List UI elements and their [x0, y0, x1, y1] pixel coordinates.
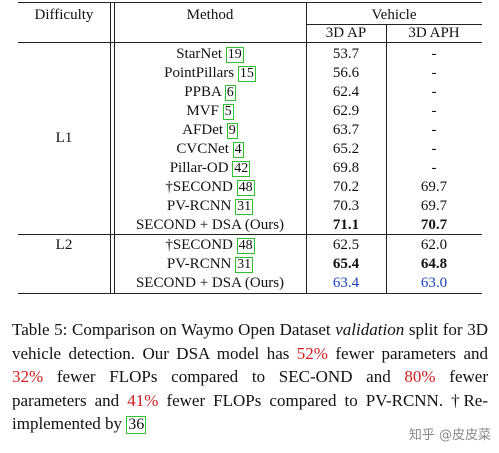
- method-name: †SECOND: [165, 179, 233, 195]
- caption-highlight: 80%: [404, 367, 436, 386]
- citation-link[interactable]: 5: [222, 104, 234, 120]
- ap-value: 65.2: [332, 141, 360, 157]
- ap-value: 71.1: [332, 217, 360, 233]
- ap-value: 70.3: [332, 198, 360, 214]
- group-label-l1: L1: [55, 130, 73, 146]
- method-cell: PV-RCNN 31: [114, 197, 306, 215]
- header-vehicle: Vehicle: [371, 7, 417, 23]
- ap-value: 65.4: [332, 256, 360, 272]
- ap-value: 70.2: [332, 179, 360, 195]
- watermark: 知乎 @皮皮菜: [408, 428, 491, 443]
- aph-value: 69.7: [420, 198, 448, 214]
- header-3d-aph: 3D APH: [408, 25, 460, 41]
- citation-link[interactable]: 31: [235, 257, 254, 273]
- top-rule: [18, 2, 482, 3]
- aph-value: -: [431, 84, 437, 100]
- method-cell: SECOND + DSA (Ours): [114, 216, 306, 234]
- citation-link[interactable]: 15: [237, 66, 256, 82]
- vehicle-subrule: [306, 24, 482, 25]
- caption-text: fewer FLOPs compared to PV-RCNN. †Re-imp…: [12, 390, 488, 434]
- ap-value: 69.8: [332, 160, 360, 176]
- group-label-l2: L2: [55, 237, 73, 253]
- citation-link[interactable]: 42: [232, 161, 251, 177]
- aph-value: 70.7: [420, 217, 448, 233]
- caption-text: fewer parameters and: [327, 343, 488, 363]
- citation-link[interactable]: 48: [236, 180, 255, 196]
- method-name: CVCNet: [176, 141, 229, 157]
- aph-value: -: [431, 65, 437, 81]
- caption-italic: validation: [335, 320, 405, 339]
- method-cell: Pillar-OD 42: [114, 159, 306, 177]
- group-rule: [18, 234, 482, 235]
- caption-text: split for 3D vehicle detection. Our DSA …: [12, 320, 488, 363]
- header-method: Method: [186, 7, 234, 23]
- method-cell: CVCNet 4: [114, 140, 306, 158]
- ap-value: 63.7: [332, 122, 360, 138]
- vline-double-a: [110, 2, 111, 293]
- vline-double-b: [114, 2, 115, 293]
- citation-link[interactable]: 19: [225, 47, 244, 63]
- method-cell: PointPillars 15: [114, 64, 306, 82]
- citation-link[interactable]: 9: [226, 123, 238, 139]
- header-rule: [18, 42, 482, 43]
- caption-highlight: 41%: [127, 390, 159, 410]
- method-name: †SECOND: [165, 237, 233, 253]
- method-cell: MVF 5: [114, 102, 306, 120]
- citation-link[interactable]: 48: [236, 238, 255, 254]
- results-table: Difficulty Method Vehicle 3D AP 3D APH L…: [18, 2, 482, 296]
- ap-value: 53.7: [332, 46, 360, 62]
- method-name: SECOND + DSA (Ours): [135, 217, 285, 233]
- method-cell: †SECOND 48: [114, 236, 306, 254]
- method-cell: †SECOND 48: [114, 178, 306, 196]
- caption-highlight: 32%: [12, 367, 44, 386]
- method-cell: StarNet 19: [114, 45, 306, 63]
- method-name: StarNet: [176, 46, 223, 62]
- aph-value: -: [431, 160, 437, 176]
- citation-link[interactable]: 6: [224, 85, 236, 101]
- aph-value: -: [431, 103, 437, 119]
- method-cell: AFDet 9: [114, 121, 306, 139]
- aph-value: 69.7: [420, 179, 448, 195]
- caption-text: fewer parameters and: [12, 367, 488, 410]
- method-cell: PV-RCNN 31: [114, 255, 306, 273]
- method-name: PPBA: [184, 84, 221, 100]
- ap-value: 56.6: [332, 65, 360, 81]
- aph-value: 63.0: [420, 275, 448, 291]
- method-name: Pillar-OD: [169, 160, 229, 176]
- method-name: PointPillars: [164, 65, 235, 81]
- aph-value: -: [431, 141, 437, 157]
- table-caption: Table 5: Comparison on Waymo Open Datase…: [12, 318, 488, 436]
- aph-value: -: [431, 46, 437, 62]
- ap-value: 62.9: [332, 103, 360, 119]
- vline-ap: [386, 24, 387, 293]
- method-cell: PPBA 6: [114, 83, 306, 101]
- vline-method: [306, 2, 307, 293]
- method-name: PV-RCNN: [166, 198, 232, 214]
- citation-link[interactable]: 36: [126, 416, 147, 434]
- citation-link[interactable]: 31: [235, 199, 254, 215]
- aph-value: -: [431, 122, 437, 138]
- citation-link[interactable]: 4: [232, 142, 244, 158]
- caption-text: fewer FLOPs compared to SEC-OND and: [43, 367, 405, 386]
- method-name: PV-RCNN: [166, 256, 232, 272]
- aph-value: 64.8: [420, 256, 448, 272]
- method-name: SECOND + DSA (Ours): [135, 275, 285, 291]
- method-name: AFDet: [182, 122, 224, 138]
- ap-value: 62.5: [332, 237, 360, 253]
- header-3d-ap: 3D AP: [325, 25, 367, 41]
- ap-value: 63.4: [332, 275, 360, 291]
- header-difficulty: Difficulty: [34, 7, 94, 23]
- caption-highlight: 52%: [296, 343, 328, 363]
- ap-value: 62.4: [332, 84, 360, 100]
- aph-value: 62.0: [420, 237, 448, 253]
- caption-text: Table 5: Comparison on Waymo Open Datase…: [12, 320, 336, 339]
- method-name: MVF: [186, 103, 219, 119]
- method-cell: SECOND + DSA (Ours): [114, 274, 306, 292]
- bottom-rule: [18, 293, 482, 294]
